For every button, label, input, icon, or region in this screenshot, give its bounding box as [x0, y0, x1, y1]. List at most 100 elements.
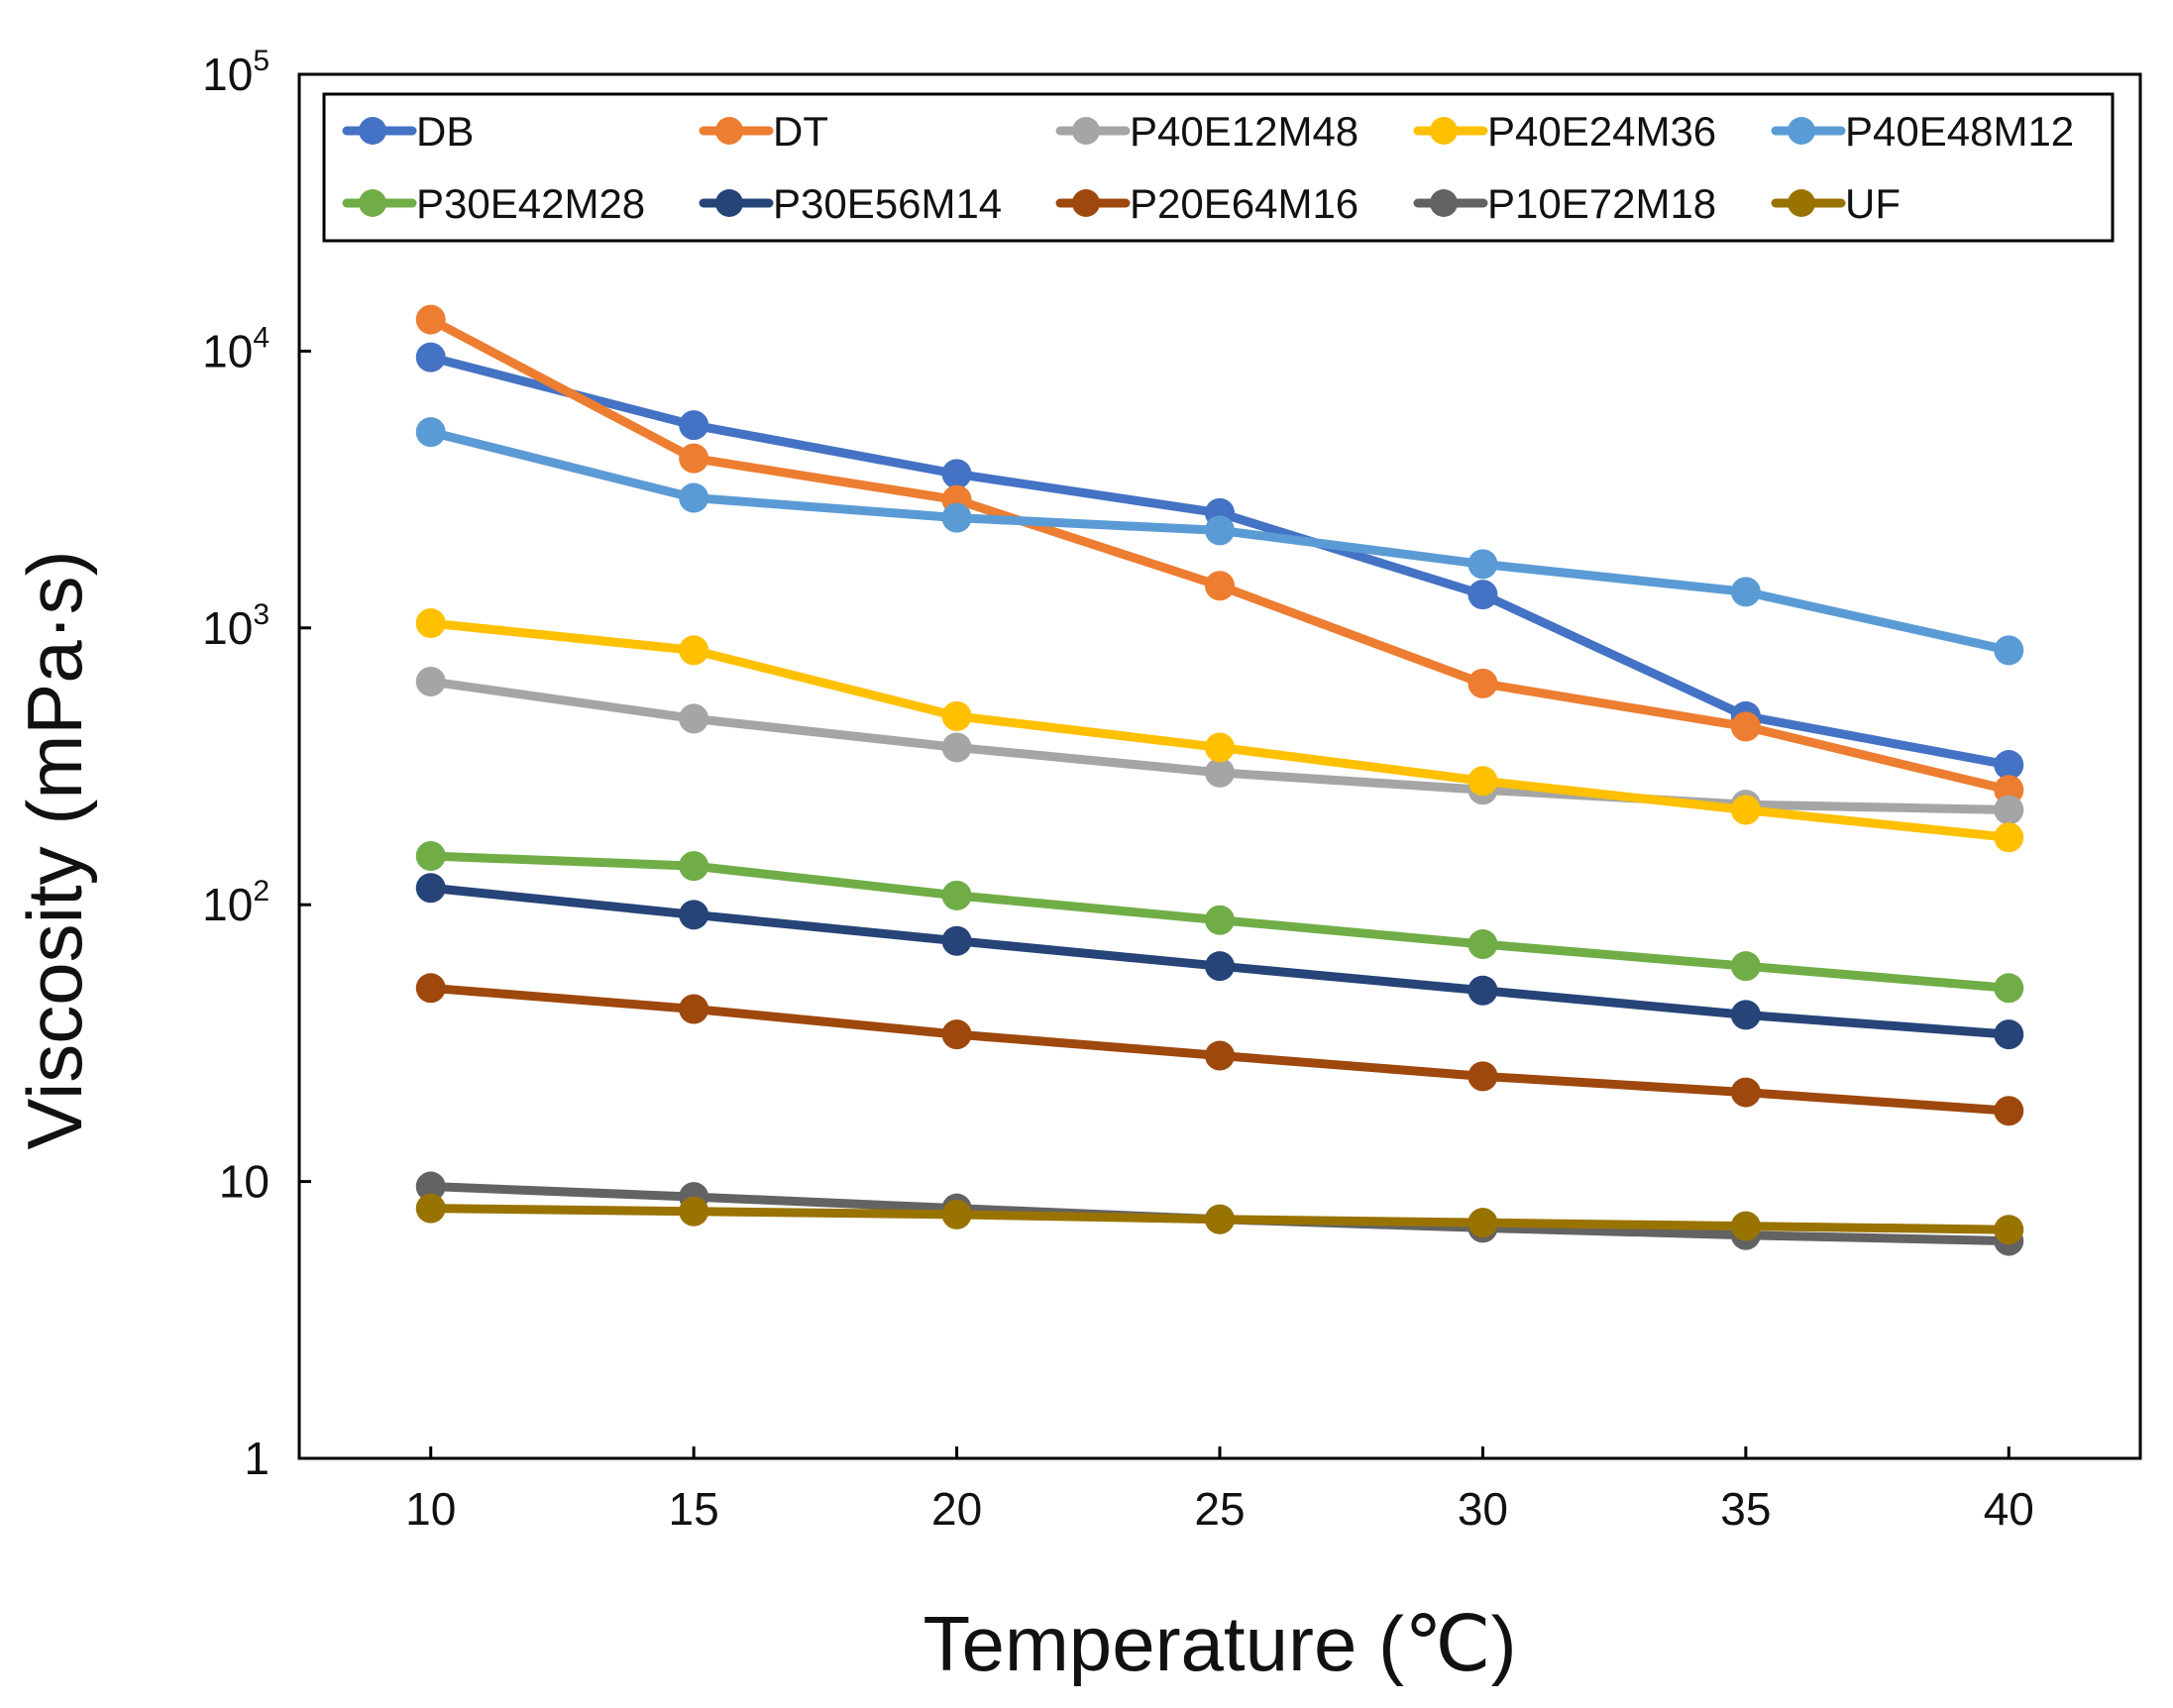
- y-tick-label: 1: [244, 1433, 270, 1484]
- data-point: [1994, 1019, 2024, 1050]
- legend-marker: [359, 117, 386, 145]
- data-point: [415, 666, 446, 696]
- legend-item-p40e24m36: P40E24M36: [1413, 108, 1716, 155]
- data-point: [1467, 1061, 1498, 1092]
- x-tick-label: 40: [1984, 1483, 2034, 1535]
- legend-label: P30E56M14: [773, 180, 1002, 227]
- data-point: [415, 1193, 446, 1224]
- data-point: [1730, 1077, 1761, 1108]
- legend-label: P40E24M36: [1487, 108, 1716, 155]
- data-point: [679, 410, 709, 441]
- y-tick-label: 103: [202, 598, 270, 654]
- data-point: [1994, 1215, 2024, 1245]
- x-tick-label: 25: [1194, 1483, 1245, 1535]
- data-point: [415, 973, 446, 1004]
- data-point: [1467, 580, 1498, 610]
- data-point: [1994, 822, 2024, 853]
- legend-marker: [1430, 117, 1458, 145]
- x-axis: 10 15 20 25 30 35 40: [405, 1446, 2034, 1535]
- legend-marker: [1788, 117, 1815, 145]
- data-point: [679, 482, 709, 513]
- data-point: [1467, 766, 1498, 797]
- legend-item-p40e12m48: P40E12M48: [1055, 108, 1358, 155]
- data-point: [1205, 515, 1235, 546]
- x-tick-label: 10: [405, 1483, 456, 1535]
- legend-label: P40E12M48: [1130, 108, 1358, 155]
- data-point: [941, 459, 972, 489]
- legend-label: UF: [1845, 180, 1901, 227]
- data-point: [415, 1171, 446, 1202]
- legend-item-p30e56m14: P30E56M14: [699, 180, 1002, 227]
- x-axis-title: Temperature (℃): [923, 1600, 1516, 1687]
- data-point: [679, 443, 709, 474]
- data-point: [679, 635, 709, 666]
- legend-item-uf: UF: [1771, 180, 1901, 227]
- data-point: [1994, 1096, 2024, 1126]
- x-tick-label: 30: [1458, 1483, 1508, 1535]
- data-point: [1994, 795, 2024, 825]
- series-p30e42m28: [415, 841, 2024, 1004]
- data-point: [1467, 1208, 1498, 1238]
- legend-marker: [1430, 189, 1458, 217]
- series-p30e56m14: [415, 873, 2024, 1050]
- x-tick-label: 20: [931, 1483, 982, 1535]
- legend-item-p20e64m16: P20E64M16: [1055, 180, 1358, 227]
- data-point: [1205, 1204, 1235, 1234]
- y-tick-label: 10: [219, 1156, 270, 1208]
- legend-marker: [715, 117, 743, 145]
- data-point: [1730, 1000, 1761, 1030]
- legend-label: P20E64M16: [1130, 180, 1358, 227]
- data-point: [1205, 951, 1235, 982]
- data-point: [1994, 973, 2024, 1004]
- legend-item-p10e72m18: P10E72M18: [1413, 180, 1716, 227]
- data-point: [1467, 975, 1498, 1006]
- data-point: [1205, 905, 1235, 935]
- data-point: [941, 502, 972, 533]
- data-point: [1467, 549, 1498, 580]
- y-axis: 1 10 102 103 104 105: [202, 45, 311, 1484]
- legend-label: DT: [773, 108, 828, 155]
- data-point: [679, 900, 709, 930]
- data-point: [679, 994, 709, 1024]
- data-point: [1205, 757, 1235, 788]
- data-point: [679, 703, 709, 734]
- series-p40e48m12: [415, 417, 2024, 666]
- legend-label: P40E48M12: [1845, 108, 2074, 155]
- data-point: [941, 925, 972, 956]
- data-point: [941, 880, 972, 910]
- data-point: [941, 1019, 972, 1050]
- data-point: [1467, 668, 1498, 698]
- legend-item-dt: DT: [699, 108, 828, 155]
- series-p40e24m36: [415, 608, 2024, 853]
- data-point: [1730, 1211, 1761, 1241]
- data-point: [1467, 929, 1498, 960]
- data-point: [1994, 635, 2024, 666]
- data-point: [941, 732, 972, 763]
- legend-marker: [359, 189, 386, 217]
- data-point: [679, 851, 709, 882]
- x-tick-label: 35: [1720, 1483, 1771, 1535]
- legend-marker: [1788, 189, 1815, 217]
- data-point: [1205, 732, 1235, 763]
- data-point: [1730, 577, 1761, 607]
- legend-item-p30e42m28: P30E42M28: [342, 180, 645, 227]
- legend-marker: [1072, 117, 1100, 145]
- series-dt: [415, 304, 2024, 805]
- data-point: [1994, 750, 2024, 781]
- data-point: [1730, 951, 1761, 982]
- y-tick-label: 102: [202, 875, 270, 930]
- data-point: [941, 700, 972, 731]
- y-tick-label: 104: [202, 321, 270, 376]
- series-p20e64m16: [415, 973, 2024, 1126]
- x-tick-label: 15: [669, 1483, 719, 1535]
- data-point: [1205, 1040, 1235, 1071]
- legend-label: DB: [416, 108, 474, 155]
- legend-marker: [715, 189, 743, 217]
- series-uf: [415, 1193, 2024, 1245]
- data-point: [415, 608, 446, 639]
- legend: DB DT P40E12M48 P40E24M36 P40E48M12 P30E42M28…: [322, 92, 2115, 243]
- data-point: [415, 873, 446, 904]
- data-point: [1730, 795, 1761, 825]
- data-point: [1205, 571, 1235, 601]
- legend-marker: [1072, 189, 1100, 217]
